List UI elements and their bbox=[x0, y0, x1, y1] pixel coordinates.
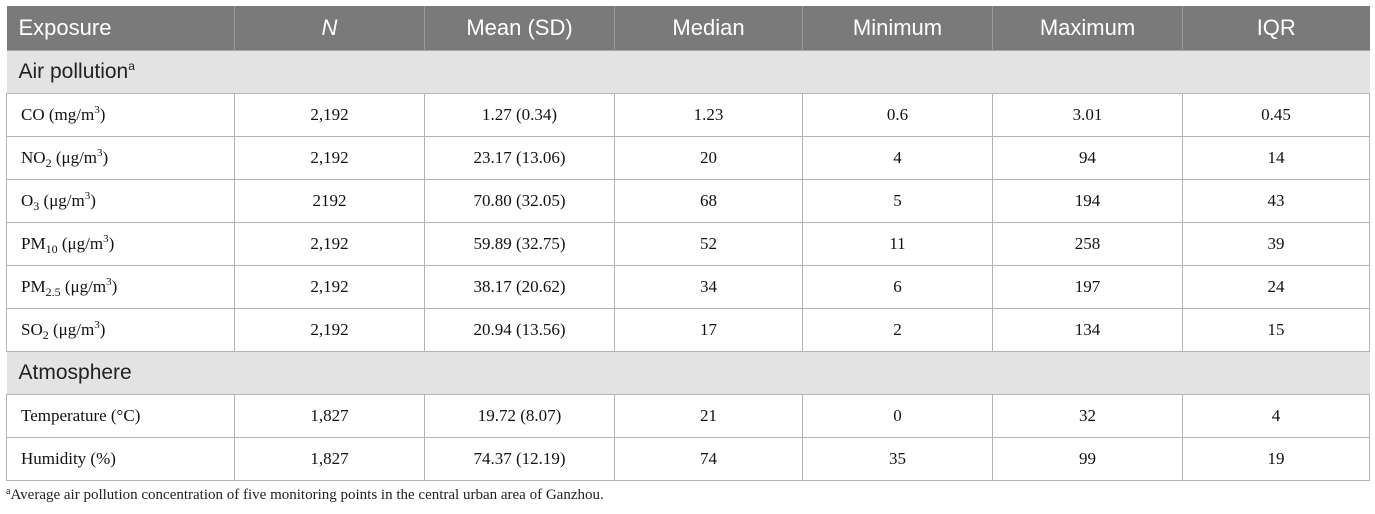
table-row: SO2 (μg/m3) 2,192 20.94 (13.56) 17 2 134… bbox=[6, 308, 1370, 352]
cell-minimum: 2 bbox=[802, 308, 993, 352]
cell-iqr: 19 bbox=[1182, 437, 1370, 481]
cell-maximum: 194 bbox=[992, 179, 1183, 223]
cell-iqr: 43 bbox=[1182, 179, 1370, 223]
table-row: O3 (μg/m3) 2192 70.80 (32.05) 68 5 194 4… bbox=[6, 179, 1370, 223]
cell-minimum: 11 bbox=[802, 222, 993, 266]
cell-n: 2,192 bbox=[234, 308, 425, 352]
cell-maximum: 3.01 bbox=[992, 93, 1183, 137]
row-label: Humidity (%) bbox=[6, 437, 235, 481]
cell-iqr: 39 bbox=[1182, 222, 1370, 266]
cell-minimum: 0.6 bbox=[802, 93, 993, 137]
cell-iqr: 15 bbox=[1182, 308, 1370, 352]
row-label: O3 (μg/m3) bbox=[6, 179, 235, 223]
cell-n: 1,827 bbox=[234, 394, 425, 438]
header-n: N bbox=[234, 6, 425, 51]
cell-iqr: 14 bbox=[1182, 136, 1370, 180]
row-label: PM10 (μg/m3) bbox=[6, 222, 235, 266]
cell-minimum: 6 bbox=[802, 265, 993, 309]
header-minimum: Minimum bbox=[802, 6, 993, 51]
row-label: SO2 (μg/m3) bbox=[6, 308, 235, 352]
cell-iqr: 0.45 bbox=[1182, 93, 1370, 137]
cell-n: 2,192 bbox=[234, 222, 425, 266]
cell-mean-sd: 59.89 (32.75) bbox=[424, 222, 615, 266]
table-footnote: aAverage air pollution concentration of … bbox=[6, 486, 1369, 504]
cell-maximum: 258 bbox=[992, 222, 1183, 266]
row-label: NO2 (μg/m3) bbox=[6, 136, 235, 180]
header-iqr: IQR bbox=[1182, 6, 1370, 51]
cell-median: 52 bbox=[614, 222, 803, 266]
footnote-marker: a bbox=[128, 59, 135, 73]
cell-n: 2,192 bbox=[234, 93, 425, 137]
cell-mean-sd: 70.80 (32.05) bbox=[424, 179, 615, 223]
cell-mean-sd: 23.17 (13.06) bbox=[424, 136, 615, 180]
header-exposure: Exposure bbox=[6, 6, 235, 51]
cell-median: 74 bbox=[614, 437, 803, 481]
table-row: PM2.5 (μg/m3) 2,192 38.17 (20.62) 34 6 1… bbox=[6, 265, 1370, 309]
cell-maximum: 94 bbox=[992, 136, 1183, 180]
cell-maximum: 197 bbox=[992, 265, 1183, 309]
cell-mean-sd: 19.72 (8.07) bbox=[424, 394, 615, 438]
cell-mean-sd: 1.27 (0.34) bbox=[424, 93, 615, 137]
cell-mean-sd: 20.94 (13.56) bbox=[424, 308, 615, 352]
cell-n: 2,192 bbox=[234, 136, 425, 180]
table-row: CO (mg/m3) 2,192 1.27 (0.34) 1.23 0.6 3.… bbox=[6, 93, 1370, 137]
cell-maximum: 134 bbox=[992, 308, 1183, 352]
exposure-summary-table: Exposure N Mean (SD) Median Minimum Maxi… bbox=[6, 6, 1370, 481]
footnote-text: Average air pollution concentration of f… bbox=[10, 487, 604, 503]
cell-median: 1.23 bbox=[614, 93, 803, 137]
cell-maximum: 99 bbox=[992, 437, 1183, 481]
cell-iqr: 24 bbox=[1182, 265, 1370, 309]
cell-iqr: 4 bbox=[1182, 394, 1370, 438]
cell-median: 34 bbox=[614, 265, 803, 309]
section-row-atmosphere: Atmosphere bbox=[6, 351, 1370, 395]
section-title-air-pollution: Air pollutiona bbox=[6, 50, 1370, 94]
cell-mean-sd: 38.17 (20.62) bbox=[424, 265, 615, 309]
table-row: PM10 (μg/m3) 2,192 59.89 (32.75) 52 11 2… bbox=[6, 222, 1370, 266]
header-row: Exposure N Mean (SD) Median Minimum Maxi… bbox=[6, 6, 1370, 51]
table-row: Temperature (°C) 1,827 19.72 (8.07) 21 0… bbox=[6, 394, 1370, 438]
cell-n: 2,192 bbox=[234, 265, 425, 309]
footnote-marker: a bbox=[6, 486, 11, 497]
section-title-atmosphere: Atmosphere bbox=[6, 351, 1370, 395]
cell-mean-sd: 74.37 (12.19) bbox=[424, 437, 615, 481]
table-row: Humidity (%) 1,827 74.37 (12.19) 74 35 9… bbox=[6, 437, 1370, 481]
cell-minimum: 5 bbox=[802, 179, 993, 223]
cell-maximum: 32 bbox=[992, 394, 1183, 438]
row-label: Temperature (°C) bbox=[6, 394, 235, 438]
cell-median: 68 bbox=[614, 179, 803, 223]
header-mean-sd: Mean (SD) bbox=[424, 6, 615, 51]
cell-median: 21 bbox=[614, 394, 803, 438]
cell-median: 20 bbox=[614, 136, 803, 180]
header-median: Median bbox=[614, 6, 803, 51]
cell-minimum: 0 bbox=[802, 394, 993, 438]
cell-minimum: 35 bbox=[802, 437, 993, 481]
cell-median: 17 bbox=[614, 308, 803, 352]
cell-n: 2192 bbox=[234, 179, 425, 223]
row-label: CO (mg/m3) bbox=[6, 93, 235, 137]
cell-minimum: 4 bbox=[802, 136, 993, 180]
header-maximum: Maximum bbox=[992, 6, 1183, 51]
table-row: NO2 (μg/m3) 2,192 23.17 (13.06) 20 4 94 … bbox=[6, 136, 1370, 180]
table-container: Exposure N Mean (SD) Median Minimum Maxi… bbox=[6, 6, 1370, 481]
cell-n: 1,827 bbox=[234, 437, 425, 481]
section-row-air-pollution: Air pollutiona bbox=[6, 50, 1370, 94]
row-label: PM2.5 (μg/m3) bbox=[6, 265, 235, 309]
